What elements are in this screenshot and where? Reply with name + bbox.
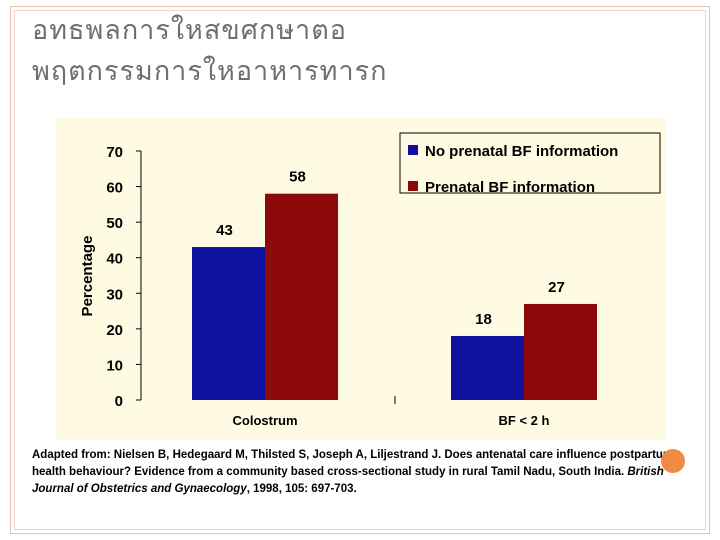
- legend-label: No prenatal BF information: [425, 143, 618, 160]
- slide-title: อทธพลการใหสขศกษาตอ พฤตกรรมการใหอาหารทารก: [32, 10, 592, 92]
- citation-text: Adapted from: Nielsen B, Hedegaard M, Th…: [32, 449, 674, 478]
- bar: [451, 335, 524, 400]
- y-tick-label: 50: [106, 215, 123, 232]
- x-category-label: BF < 2 h: [499, 413, 550, 428]
- y-tick-label: 20: [106, 322, 123, 339]
- bar-value-label: 27: [548, 279, 565, 296]
- legend-swatch: [408, 145, 418, 155]
- bar-value-label: 58: [289, 169, 306, 186]
- slide-frame-inner: [14, 10, 706, 530]
- y-axis-title: Percentage: [79, 236, 96, 317]
- bar: [192, 247, 265, 400]
- legend-swatch: [408, 181, 418, 191]
- citation-journal: British Journal of Obstetrics and Gynaec…: [32, 466, 664, 495]
- y-tick-label: 10: [106, 357, 123, 374]
- slide-badge-icon: [661, 449, 685, 473]
- y-tick-label: 40: [106, 251, 123, 268]
- legend-box: [399, 132, 661, 194]
- citation-caption: Adapted from: Nielsen B, Hedegaard M, Th…: [32, 447, 700, 498]
- citation-details: , 1998, 105: 697-703.: [246, 483, 357, 495]
- slide-title-line-1: อทธพลการใหสขศกษาตอ: [32, 15, 347, 46]
- slide-title-line-2: พฤตกรรมการใหอาหารทารก: [32, 56, 388, 87]
- bar: [524, 303, 597, 400]
- y-tick-label: 70: [106, 144, 123, 161]
- slide-frame-outer: [10, 6, 710, 534]
- legend-label: Prenatal BF information: [425, 179, 595, 196]
- bar-chart: 43 58 Colostrum 18 27 BF < 2 h 0 10 20 30 40 50 60 7…: [56, 118, 666, 440]
- bar-value-label: 43: [216, 222, 233, 239]
- y-tick-label: 0: [115, 393, 123, 410]
- bar: [265, 193, 338, 400]
- y-tick-label: 30: [106, 286, 123, 303]
- bar-value-label: 18: [475, 311, 492, 328]
- y-tick-label: 60: [106, 180, 123, 197]
- x-category-label: Colostrum: [233, 413, 298, 428]
